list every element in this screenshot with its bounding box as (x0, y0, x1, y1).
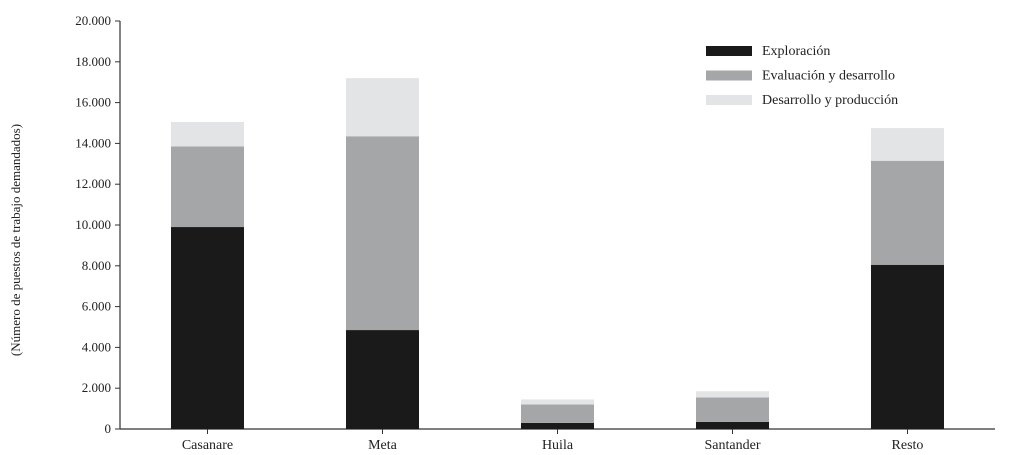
y-tick-label: 20.000 (75, 13, 111, 28)
legend-swatch (706, 95, 752, 105)
bar-segment (171, 121, 244, 147)
legend-swatch (706, 70, 752, 81)
legend-swatch (706, 46, 752, 56)
y-tick-labels: 0 2.000 4.000 6.000 8.000 10.000 12.000 14.000 1… (75, 13, 111, 436)
y-tick-label: 18.000 (75, 54, 111, 69)
bar-segment (871, 128, 944, 161)
bar-segment (696, 391, 769, 398)
y-tick-label: 16.000 (75, 95, 111, 110)
x-tick-label: Huila (542, 438, 574, 453)
legend: Exploración Evaluación y desarrollo Desarr… (706, 44, 898, 108)
y-tick-label: 2.000 (82, 380, 111, 395)
x-tick-label: Resto (892, 438, 924, 453)
bar-segment (521, 422, 594, 429)
y-tick-label: 8.000 (82, 258, 111, 273)
bar-segment (696, 421, 769, 429)
legend-label: Evaluación y desarrollo (762, 69, 895, 84)
bar-segment (171, 227, 244, 429)
legend-label: Desarrollo y producción (762, 93, 898, 108)
x-tick-label: Casanare (182, 438, 233, 453)
y-tick-label: 4.000 (82, 339, 111, 354)
x-tick-label: Meta (368, 438, 398, 453)
bar-segment (171, 146, 244, 228)
y-tick-label: 10.000 (75, 217, 111, 232)
x-tick-label: Santander (705, 438, 761, 453)
bar-segment (696, 397, 769, 422)
y-tick-label: 14.000 (75, 135, 111, 150)
bars (171, 78, 944, 429)
bar-segment (346, 78, 419, 137)
bar-segment (346, 330, 419, 429)
y-tick-label: 6.000 (82, 299, 111, 314)
bar-segment (346, 136, 419, 331)
bar-segment (871, 160, 944, 265)
legend-label: Exploración (762, 44, 830, 59)
y-tick-label: 0 (105, 421, 112, 436)
y-tick-label: 12.000 (75, 176, 111, 191)
x-tick-labels: Casanare Meta Huila Santander Resto (182, 438, 924, 453)
bar-segment (521, 399, 594, 405)
y-axis-title: (Número de puestos de trabajo demandados… (8, 124, 23, 356)
bar-segment (871, 264, 944, 429)
bar-segment (521, 404, 594, 423)
